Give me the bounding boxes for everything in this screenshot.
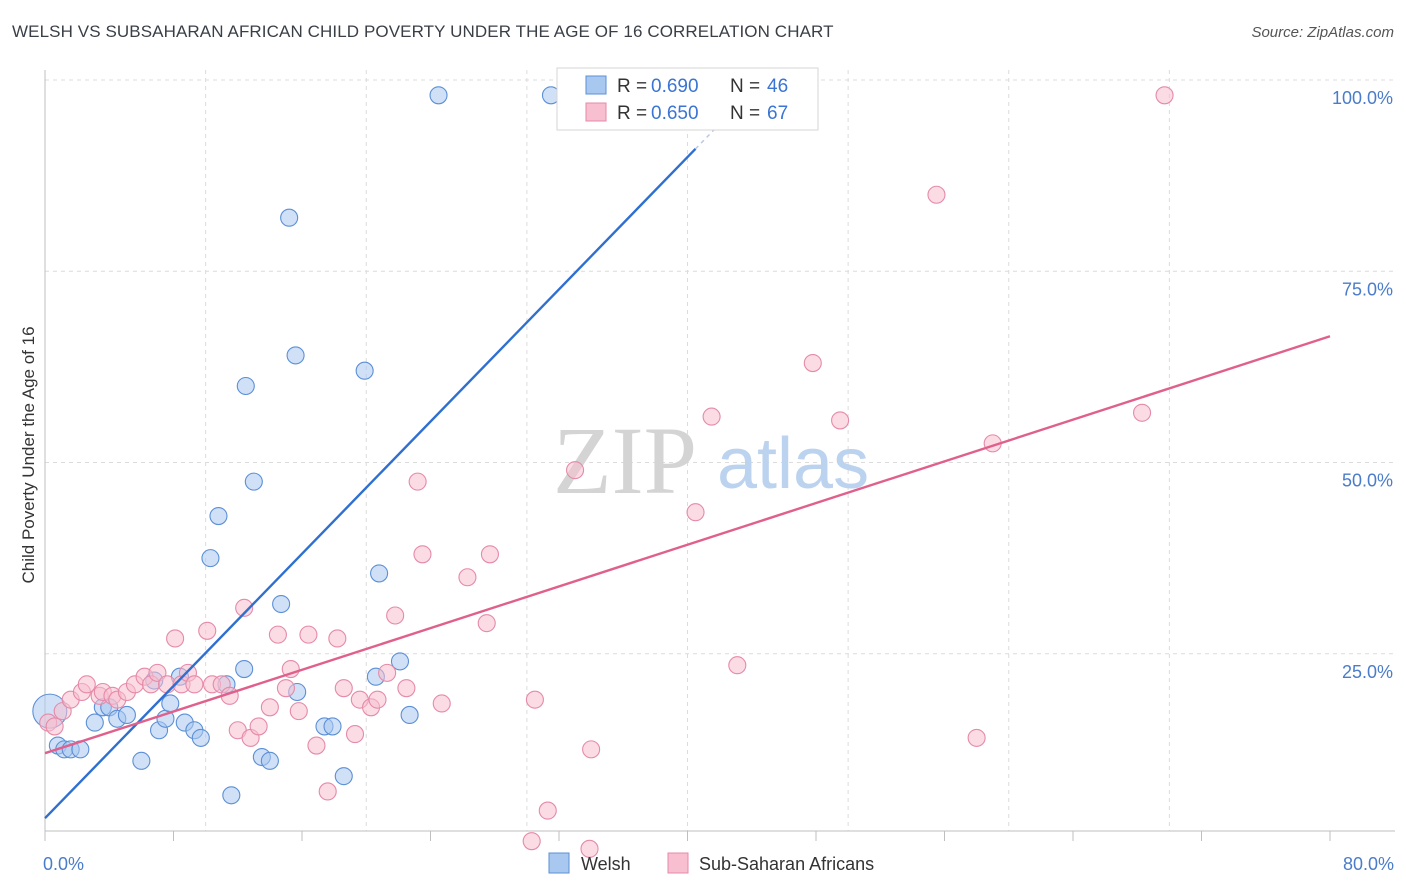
ssa-point (803, 353, 822, 373)
ssa-point (522, 832, 541, 851)
ssa-point (432, 694, 451, 713)
welsh-point (132, 751, 151, 770)
ssa-point (77, 675, 96, 694)
ssa-point (1133, 403, 1152, 422)
ssa-point (345, 725, 365, 744)
ssa-point (927, 185, 946, 204)
ssa-point (328, 629, 347, 648)
welsh-point (236, 376, 255, 396)
welsh-point (323, 717, 342, 736)
ssa-point (249, 717, 268, 736)
legend-r-value-welsh: 0.690 (651, 76, 699, 97)
ssa-point (580, 839, 599, 858)
ssa-point (45, 717, 64, 736)
welsh-point (209, 506, 228, 526)
ssa-point (408, 472, 427, 491)
legend-n-label-welsh: N = (730, 76, 760, 97)
welsh-point (191, 728, 210, 747)
ssa-point (334, 679, 353, 698)
ssa-point (397, 679, 416, 698)
bottom-legend-welsh: Welsh (581, 854, 631, 874)
ssa-point (1155, 86, 1174, 105)
series-ssa-points (39, 86, 1174, 858)
ssa-point (582, 740, 601, 759)
welsh-point (222, 786, 241, 805)
ssa-point (299, 625, 318, 644)
welsh-point (117, 705, 136, 725)
legend-n-value-welsh: 46 (767, 76, 788, 97)
welsh-point (280, 208, 299, 227)
x-tick-label-1: 80.0% (1343, 854, 1394, 874)
ssa-point (702, 407, 721, 426)
bottom-legend-swatch-welsh (548, 852, 570, 874)
bottom-legend-ssa: Sub-Saharan Africans (699, 854, 874, 874)
watermark-atlas: atlas (717, 424, 869, 504)
ssa-point (458, 568, 477, 587)
welsh-point (400, 705, 419, 725)
ssa-point (566, 461, 585, 480)
y-axis-label: Child Poverty Under the Age of 16 (19, 326, 38, 583)
ssa-point (831, 411, 850, 430)
x-tick-labels: 0.0% 80.0% (43, 854, 1394, 874)
welsh-point (85, 713, 104, 732)
welsh-point (201, 549, 220, 568)
watermark: ZIP atlas (553, 407, 869, 514)
ssa-point (198, 621, 217, 640)
welsh-point (260, 751, 279, 770)
watermark-zip: ZIP (553, 407, 697, 514)
y-tick-label-3: 100.0% (1332, 88, 1393, 108)
legend-r-label-ssa: R = (617, 103, 647, 124)
legend-r-label-welsh: R = (617, 76, 647, 97)
legend-n-label-ssa: N = (730, 103, 760, 124)
welsh-point (286, 346, 305, 365)
ssa-point (525, 690, 544, 709)
ssa-point (368, 690, 387, 709)
ssa-point (413, 545, 432, 564)
ssa-point (185, 675, 204, 694)
legend-swatch-ssa (585, 102, 607, 122)
welsh-trend-line (44, 148, 697, 820)
welsh-point (272, 594, 291, 614)
welsh-point (355, 361, 374, 380)
ssa-point (318, 782, 337, 801)
welsh-point (429, 86, 448, 105)
y-tick-labels: 25.0% 50.0% 75.0% 100.0% (1332, 88, 1393, 682)
ssa-point (235, 598, 254, 617)
welsh-point (244, 472, 263, 491)
y-tick-label-2: 75.0% (1342, 279, 1393, 299)
legend-n-value-ssa: 67 (767, 103, 788, 124)
ssa-point (378, 663, 397, 682)
ssa-point (728, 656, 747, 675)
ssa-point (166, 629, 185, 648)
ssa-point (307, 736, 326, 755)
ssa-point (260, 698, 279, 717)
ssa-trend-line (44, 335, 1331, 755)
series-legend: Welsh Sub-Saharan Africans (548, 852, 874, 874)
ssa-point (477, 614, 496, 633)
ssa-point (686, 503, 705, 522)
source-credit: Source: ZipAtlas.com (1251, 24, 1394, 41)
ssa-point (480, 545, 499, 564)
x-tick-label-0: 0.0% (43, 854, 84, 874)
ssa-point (386, 606, 405, 625)
chart-title: WELSH VS SUBSAHARAN AFRICAN CHILD POVERT… (12, 22, 834, 41)
welsh-point (334, 767, 353, 786)
y-tick-label-0: 25.0% (1342, 662, 1393, 682)
welsh-point (235, 659, 254, 679)
legend-swatch-welsh (585, 75, 607, 95)
ssa-point (276, 679, 295, 698)
y-tick-label-1: 50.0% (1342, 471, 1393, 491)
ssa-point (538, 801, 557, 820)
ssa-point (967, 728, 986, 747)
legend-r-value-ssa: 0.650 (651, 103, 699, 124)
welsh-point (390, 652, 410, 671)
ssa-point (268, 625, 287, 644)
ssa-point (289, 702, 308, 721)
bottom-legend-swatch-ssa (667, 852, 689, 874)
correlation-legend: R = 0.690 N = 46 R = 0.650 N = 67 (556, 67, 819, 131)
welsh-point (370, 564, 389, 583)
